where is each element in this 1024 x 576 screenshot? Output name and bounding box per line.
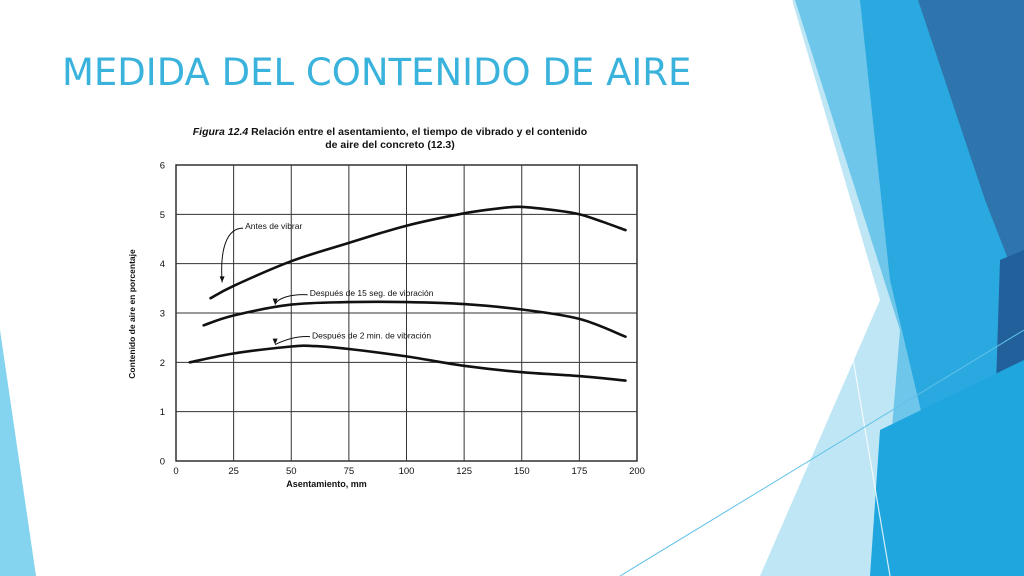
x-tick-label: 200 — [629, 466, 645, 477]
y-tick-label: 4 — [160, 259, 165, 270]
annotation-arrow-despues-2-min — [272, 338, 278, 345]
deco-line-2 — [619, 329, 1024, 576]
series-label-despues-15-seg: Después de 15 seg. de vibración — [310, 288, 434, 298]
x-tick-label: 25 — [228, 466, 239, 477]
deco-right-dark-panel — [918, 0, 1024, 300]
y-tick-label: 6 — [160, 161, 165, 172]
y-tick-label: 0 — [160, 457, 165, 468]
y-tick-label: 3 — [160, 309, 165, 320]
y-tick-label: 1 — [160, 407, 165, 418]
figure-caption-line2: de aire del concreto (12.3) — [325, 139, 455, 151]
figure-caption-line1: Relación entre el asentamiento, el tiemp… — [248, 126, 588, 138]
deco-line-1 — [791, 0, 891, 576]
slide-title: MEDIDA DEL CONTENIDO DE AIRE — [62, 51, 692, 94]
y-tick-label: 5 — [160, 210, 165, 221]
x-tick-label: 0 — [173, 466, 178, 477]
annotation-leader-despues-2-min — [274, 336, 311, 346]
x-tick-label: 175 — [571, 466, 587, 477]
x-tick-label: 75 — [344, 466, 355, 477]
x-tick-label: 150 — [514, 466, 530, 477]
x-tick-label: 100 — [399, 466, 415, 477]
figure-caption: Figura 12.4 Relación entre el asentamien… — [150, 126, 630, 152]
x-tick-label: 50 — [286, 466, 297, 477]
series-line-antes-de-vibrar — [209, 205, 627, 300]
x-axis-label: Asentamiento, mm — [286, 479, 367, 489]
series-label-antes-de-vibrar: Antes de vibrar — [245, 221, 302, 231]
series-line-despues-15-seg — [202, 300, 627, 338]
annotation-arrow-antes-de-vibrar — [219, 276, 225, 283]
deco-left-sliver — [0, 330, 36, 576]
y-tick-label: 2 — [160, 358, 165, 369]
annotation-arrow-despues-15-seg — [272, 298, 278, 305]
figure-number: Figura 12.4 — [192, 126, 249, 138]
annotation-leader-antes-de-vibrar — [221, 227, 244, 283]
y-axis-label: Contenido de aire en porcentaje — [127, 249, 137, 379]
series-label-despues-2-min: Después de 2 min. de vibración — [312, 331, 431, 341]
deco-bottom-bright — [870, 360, 1024, 576]
x-tick-label: 125 — [456, 466, 472, 477]
series-line-despues-2-min — [188, 344, 627, 382]
annotation-leader-despues-15-seg — [274, 294, 308, 305]
